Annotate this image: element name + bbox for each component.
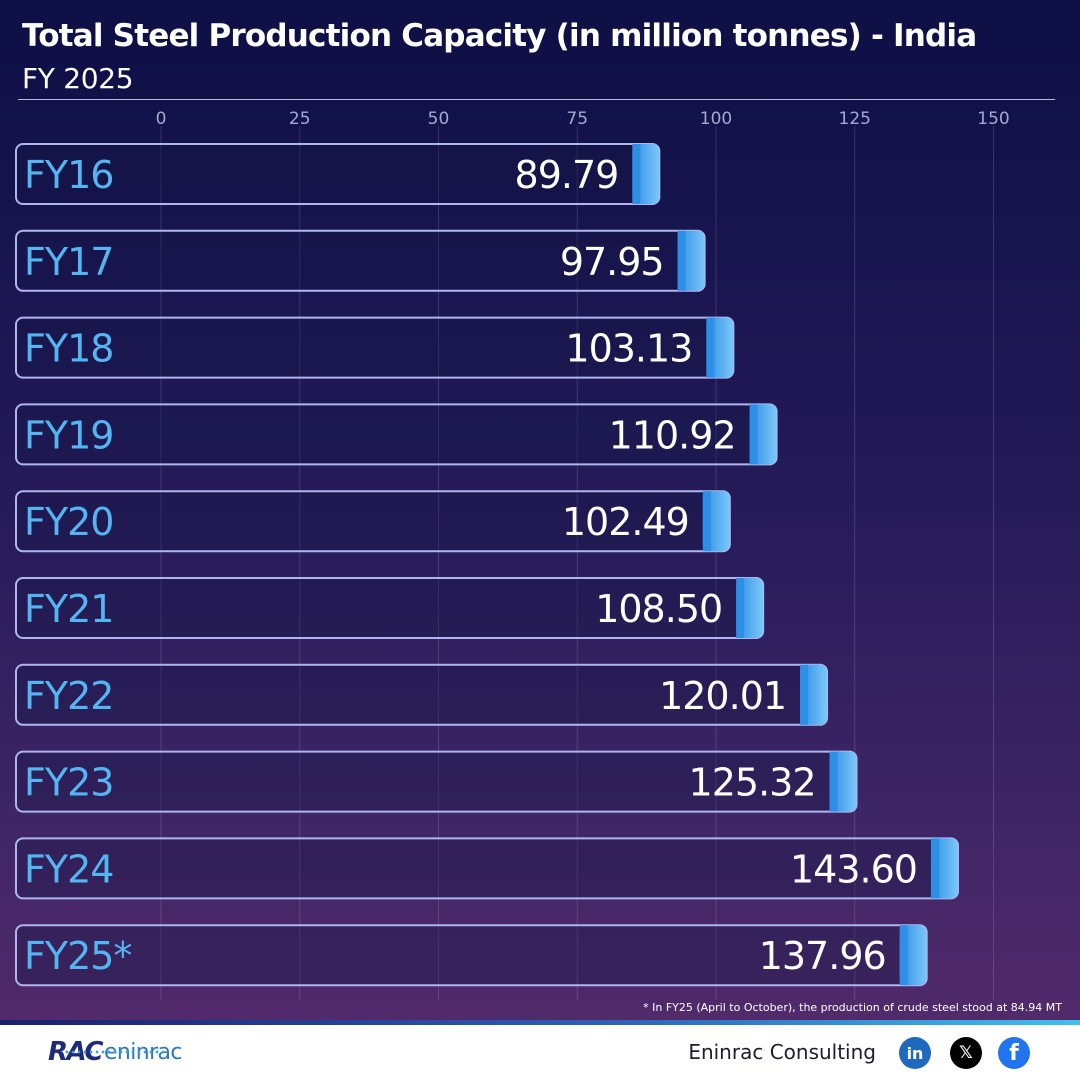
- chart-subtitle: FY 2025: [22, 62, 134, 95]
- footer: RAC eninrac Eninrac Consulting in 𝕏 f: [0, 1020, 1080, 1080]
- bar-end-cap-edge: [632, 144, 641, 204]
- bar-group: FY17 97.95: [15, 229, 706, 292]
- bar-end-cap-edge: [736, 578, 745, 638]
- bar-end-cap-edge: [800, 664, 809, 725]
- bar-group: FY21 108.50: [15, 577, 765, 639]
- x-tick-label: 150: [977, 109, 1009, 129]
- data-label: 102.49: [562, 500, 689, 544]
- logo-dots: [64, 1050, 164, 1054]
- bar-group: FY24 143.60: [15, 837, 959, 900]
- facebook-icon[interactable]: f: [998, 1037, 1030, 1069]
- chart-title: Total Steel Production Capacity (in mill…: [22, 18, 977, 54]
- x-axis-ticks: 0 25 50 75 100 125 150: [156, 109, 1010, 129]
- x-tick-label: 125: [839, 109, 871, 129]
- bar-end-cap-edge: [829, 751, 838, 812]
- x-tick-label: 50: [428, 109, 450, 129]
- bar-end-cap-edge: [677, 230, 686, 291]
- data-label: 125.32: [689, 761, 816, 805]
- title-divider: [18, 99, 1055, 100]
- bar-end-cap-edge: [899, 925, 908, 986]
- data-label: 120.01: [659, 674, 786, 718]
- bar-group: FY23 125.32: [15, 750, 858, 813]
- category-label: FY20: [24, 500, 113, 544]
- data-label: 89.79: [515, 153, 619, 197]
- data-label: 110.92: [609, 413, 736, 457]
- bar-chart: 0 25 50 75 100 125 150 FY16 89.79 FY17 97.95 FY18 1…: [15, 109, 1010, 1000]
- bar-end-cap-edge: [749, 404, 758, 465]
- category-label: FY23: [24, 761, 113, 805]
- linkedin-icon[interactable]: in: [899, 1037, 931, 1069]
- bar-group: FY22 120.01: [15, 663, 829, 726]
- category-label: FY21: [24, 587, 113, 631]
- bar-group: FY20 102.49: [15, 490, 731, 553]
- data-label: 108.50: [595, 587, 722, 631]
- category-label: FY17: [24, 240, 113, 284]
- bar-group: FY18 103.13: [15, 316, 735, 379]
- x-tick-label: 75: [566, 109, 588, 129]
- data-label: 97.95: [560, 240, 664, 284]
- data-label: 143.60: [790, 847, 917, 891]
- category-label: FY19: [24, 413, 113, 457]
- category-label: FY18: [24, 327, 113, 371]
- grid-lines: [160, 126, 994, 1000]
- x-tick-label: 0: [156, 109, 167, 129]
- x-icon[interactable]: 𝕏: [950, 1037, 982, 1069]
- bar-group: FY25* 137.96: [15, 924, 928, 987]
- category-label: FY24: [24, 847, 113, 891]
- bar-group: FY16 89.79: [15, 143, 661, 205]
- x-tick-label: 25: [289, 109, 311, 129]
- bar-end-cap-edge: [702, 491, 711, 552]
- bar-end-cap-edge: [706, 317, 715, 378]
- category-label: FY22: [24, 674, 113, 718]
- data-label: 103.13: [565, 327, 692, 371]
- category-label: FY16: [24, 153, 113, 197]
- x-tick-label: 100: [700, 109, 732, 129]
- footer-accent-line: [0, 1020, 1080, 1025]
- bar-end-cap-edge: [930, 838, 939, 899]
- bar-group: FY19 110.92: [15, 403, 778, 466]
- category-label: FY25*: [24, 934, 131, 978]
- company-name: Eninrac Consulting: [688, 1040, 876, 1064]
- footnote: * In FY25 (April to October), the produc…: [643, 1001, 1062, 1014]
- data-label: 137.96: [759, 934, 886, 978]
